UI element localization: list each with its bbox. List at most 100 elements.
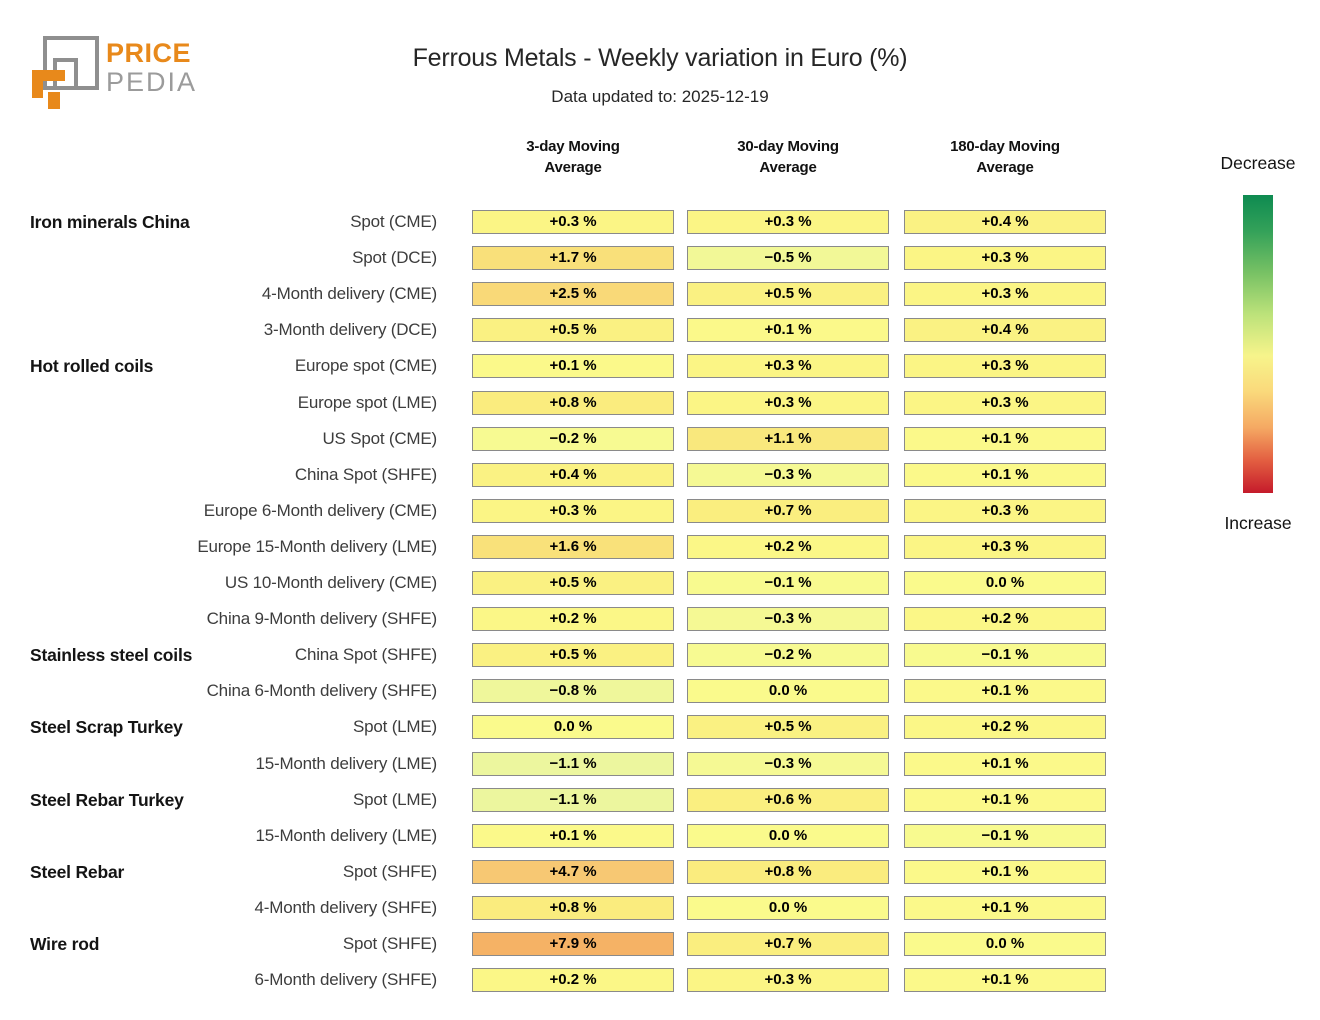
- heatmap-cell: +0.6 %: [687, 787, 889, 812]
- heatmap-cell: +4.7 %: [472, 859, 674, 884]
- column-header-1: 3-day Moving Average: [526, 138, 620, 176]
- heatmap-cell: −0.1 %: [904, 643, 1106, 668]
- row-label: 4-Month delivery (CME): [261, 284, 437, 304]
- heatmap-cell: −0.3 %: [687, 607, 889, 632]
- heatmap-cell: +0.5 %: [687, 282, 889, 307]
- row-label: China Spot (SHFE): [294, 645, 437, 665]
- heatmap-cell: −1.1 %: [472, 787, 674, 812]
- heatmap-cell: +0.1 %: [472, 354, 674, 379]
- heatmap-cell: +1.6 %: [472, 534, 674, 559]
- row-label: 15-Month delivery (LME): [255, 753, 437, 773]
- heatmap-cell: +1.7 %: [472, 246, 674, 271]
- heatmap-cell: +0.1 %: [687, 318, 889, 343]
- row-label: China 6-Month delivery (SHFE): [206, 681, 438, 701]
- heatmap-cell: +0.5 %: [472, 643, 674, 668]
- heatmap-cell: +0.5 %: [687, 715, 889, 740]
- heatmap-cell: 0.0 %: [687, 823, 889, 848]
- row-label: 15-Month delivery (LME): [255, 825, 437, 845]
- row-label: 6-Month delivery (SHFE): [254, 970, 438, 990]
- heatmap-cell: +0.5 %: [472, 571, 674, 595]
- heatmap-cell: 0.0 %: [472, 715, 674, 740]
- heatmap-cell: +0.1 %: [472, 823, 674, 848]
- heatmap-cell: +1.1 %: [687, 426, 889, 451]
- heatmap-cell: +0.1 %: [904, 859, 1106, 884]
- heatmap-cell: +0.2 %: [472, 968, 674, 993]
- legend-decrease-label: Decrease: [1220, 153, 1296, 173]
- heatmap-cell: +0.3 %: [687, 210, 889, 234]
- brand-pedia: PEDIA: [106, 67, 198, 97]
- heatmap-cell: 0.0 %: [687, 895, 889, 920]
- row-label: China 9-Month delivery (SHFE): [206, 609, 438, 629]
- page-title: Ferrous Metals - Weekly variation in Eur…: [412, 44, 908, 72]
- heatmap-cell: −0.8 %: [472, 679, 674, 704]
- row-label: Spot (LME): [353, 789, 437, 809]
- row-label: Spot (CME): [350, 212, 437, 231]
- column-header-3: 180-day Moving Average: [950, 138, 1060, 176]
- legend-colorbar: [1243, 195, 1273, 493]
- heatmap-cell: +0.2 %: [904, 715, 1106, 740]
- heatmap-cell: +0.1 %: [904, 462, 1106, 487]
- heatmap-cell: 0.0 %: [904, 932, 1106, 956]
- heatmap-cell: +0.8 %: [472, 895, 674, 920]
- heatmap-cell: +0.3 %: [904, 534, 1106, 559]
- heatmap-cell: +0.8 %: [472, 390, 674, 415]
- brand-price: PRICE: [106, 38, 192, 68]
- row-label: Europe spot (CME): [294, 356, 437, 376]
- row-label: Spot (SHFE): [342, 934, 437, 953]
- heatmap-cell: +0.2 %: [904, 607, 1106, 632]
- pricepedia-logo-icon: [32, 36, 99, 109]
- row-label: 3-Month delivery (DCE): [263, 320, 437, 340]
- row-label: China Spot (SHFE): [294, 464, 437, 484]
- heatmap-cell: +0.3 %: [904, 390, 1106, 415]
- heatmap-cell: −0.1 %: [687, 571, 889, 595]
- heatmap-cell: +7.9 %: [472, 932, 674, 956]
- heatmap-cell: +0.1 %: [904, 426, 1106, 451]
- row-label: Europe 15-Month delivery (LME): [197, 536, 437, 556]
- heatmap-cell: +0.7 %: [687, 932, 889, 956]
- heatmap-cell: +0.3 %: [687, 968, 889, 993]
- heatmap-cell: −0.3 %: [687, 462, 889, 487]
- row-label: Spot (DCE): [352, 248, 437, 268]
- heatmap-cell: +0.3 %: [904, 498, 1106, 523]
- heatmap-cell: +0.2 %: [687, 534, 889, 559]
- heatmap-cell: +0.3 %: [472, 210, 674, 234]
- heatmap-cell: +2.5 %: [472, 282, 674, 307]
- pricepedia-logo: PRICE PEDIA: [30, 32, 197, 112]
- group-label: Stainless steel coils: [30, 645, 193, 666]
- heatmap-cell: +0.3 %: [687, 390, 889, 415]
- heatmap-cell: +0.3 %: [904, 282, 1106, 307]
- group-label: Wire rod: [30, 934, 100, 954]
- group-label: Hot rolled coils: [30, 356, 154, 377]
- heatmap-cell: 0.0 %: [687, 679, 889, 704]
- row-label: 4-Month delivery (SHFE): [254, 897, 438, 917]
- heatmap-cell: 0.0 %: [904, 571, 1106, 595]
- heatmap-cell: −0.3 %: [687, 751, 889, 776]
- heatmap-cell: +0.4 %: [472, 462, 674, 487]
- data-updated-subtitle: Data updated to: 2025-12-19: [551, 87, 769, 106]
- heatmap-cell: +0.7 %: [687, 498, 889, 523]
- heatmap-cell: +0.1 %: [904, 895, 1106, 920]
- heatmap-cell: +0.1 %: [904, 968, 1106, 993]
- group-label: Steel Rebar Turkey: [30, 789, 184, 810]
- heatmap-cell: −0.1 %: [904, 823, 1106, 848]
- heatmap-cell: +0.3 %: [904, 354, 1106, 379]
- heatmap-cell: +0.1 %: [904, 787, 1106, 812]
- column-header-2: 30-day Moving Average: [737, 138, 839, 176]
- heatmap-cell: −0.2 %: [472, 426, 674, 451]
- heatmap-cell: +0.8 %: [687, 859, 889, 884]
- row-label: Spot (LME): [353, 717, 437, 737]
- heatmap-cell: −0.5 %: [687, 246, 889, 271]
- row-label: US 10-Month delivery (CME): [224, 573, 437, 592]
- heatmap-cell: +0.1 %: [904, 751, 1106, 776]
- row-label: Spot (SHFE): [342, 861, 437, 881]
- group-label: Iron minerals China: [30, 212, 190, 232]
- heatmap-cell: +0.4 %: [904, 210, 1106, 234]
- heatmap-cell: +0.3 %: [904, 246, 1106, 271]
- heatmap-cell: +0.3 %: [687, 354, 889, 379]
- heatmap-cell: −0.2 %: [687, 643, 889, 668]
- row-label: Europe 6-Month delivery (CME): [203, 500, 437, 520]
- heatmap-cell: +0.2 %: [472, 607, 674, 632]
- heatmap-cell: +0.5 %: [472, 318, 674, 343]
- heatmap-cell: +0.1 %: [904, 679, 1106, 704]
